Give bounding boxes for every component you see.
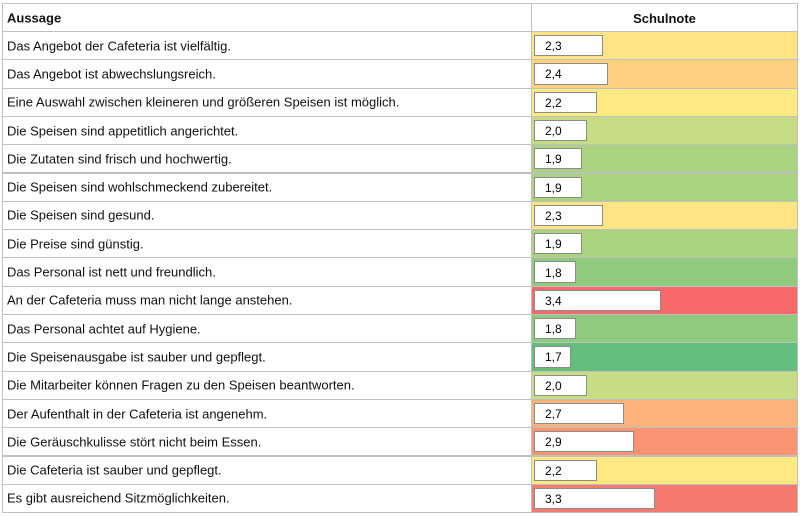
row-label: Die Cafeteria ist sauber und gepflegt. (7, 462, 222, 478)
header-cell: Schulnote (531, 3, 798, 32)
row-label-cell: Das Personal ist nett und freundlich. (2, 257, 532, 287)
value-label: 1,9 (545, 237, 562, 252)
header-label: Schulnote (633, 11, 696, 26)
value-label: 2,3 (545, 208, 562, 223)
row-label-cell: Das Personal achtet auf Hygiene. (2, 314, 532, 344)
row-label: Die Speisen sind appetitlich angerichtet… (7, 123, 239, 139)
value-label: 1,9 (545, 180, 562, 195)
row-label: Es gibt ausreichend Sitzmöglichkeiten. (7, 490, 230, 506)
value-label: 2,4 (545, 67, 562, 82)
header-label: Aussage (7, 10, 62, 25)
row-label: Die Preise sind günstig. (7, 236, 144, 252)
header-cell: Aussage (2, 3, 532, 32)
row-label-cell: Die Speisen sind wohlschmeckend zubereit… (2, 172, 532, 202)
data-bar (534, 176, 582, 198)
value-label: 2,3 (545, 39, 562, 54)
value-label: 1,8 (545, 322, 562, 337)
row-label: Das Angebot ist abwechslungsreich. (7, 66, 216, 82)
value-label: 2,0 (545, 124, 562, 139)
row-label-cell: An der Cafeteria muss man nicht lange an… (2, 285, 532, 315)
row-label: Eine Auswahl zwischen kleineren und größ… (7, 94, 400, 110)
row-label: Die Geräuschkulisse stört nicht beim Ess… (7, 434, 262, 450)
data-bar (534, 35, 603, 57)
row-label: Die Speisenausgabe ist sauber und gepfle… (7, 349, 266, 365)
data-bar (534, 204, 603, 227)
data-bar (534, 148, 582, 170)
value-label: 1,7 (545, 350, 562, 365)
data-bar (534, 402, 624, 425)
data-bar (534, 233, 582, 255)
value-label: 2,2 (545, 463, 562, 478)
data-bar (534, 91, 598, 113)
row-label-cell: Es gibt ausreichend Sitzmöglichkeiten. (2, 483, 532, 514)
value-label: 3,4 (545, 293, 562, 308)
data-bar (534, 63, 608, 85)
row-label: Die Zutaten sind frisch und hochwertig. (7, 151, 232, 167)
row-label: Die Speisen sind wohlschmeckend zubereit… (7, 179, 273, 195)
row-label: Die Mitarbeiter können Fragen zu den Spe… (7, 377, 355, 393)
data-bar (534, 431, 635, 453)
data-bar (534, 459, 598, 481)
value-label: 2,0 (545, 378, 562, 393)
row-label: An der Cafeteria muss man nicht lange an… (7, 292, 293, 308)
row-label: Das Personal ist nett und freundlich. (7, 264, 216, 280)
value-label: 2,9 (545, 435, 562, 450)
row-label-cell: Eine Auswahl zwischen kleineren und größ… (2, 87, 532, 117)
row-label-cell: Die Mitarbeiter können Fragen zu den Spe… (2, 370, 532, 400)
row-label-cell: Die Cafeteria ist sauber und gepflegt. (2, 455, 532, 485)
data-bar (534, 289, 661, 311)
data-bar (534, 261, 577, 283)
row-label: Das Angebot der Cafeteria ist vielfältig… (7, 38, 232, 54)
row-label-cell: Die Speisen sind appetitlich angerichtet… (2, 115, 532, 146)
value-label: 3,3 (545, 491, 562, 506)
row-label: Das Personal achtet auf Hygiene. (7, 321, 201, 337)
data-bar (534, 374, 587, 396)
row-label: Die Speisen sind gesund. (7, 207, 155, 223)
row-label: Der Aufenthalt in der Cafeteria ist ange… (7, 406, 268, 422)
row-label-cell: Die Speisen sind gesund. (2, 200, 532, 231)
value-label: 1,9 (545, 152, 562, 167)
row-label-cell: Die Zutaten sind frisch und hochwertig. (2, 144, 532, 174)
value-label: 1,8 (545, 265, 562, 280)
value-label: 2,2 (545, 95, 562, 110)
data-bar (534, 346, 571, 368)
row-label-cell: Das Angebot der Cafeteria ist vielfältig… (2, 31, 532, 61)
row-label-cell: Die Speisenausgabe ist sauber und gepfle… (2, 342, 532, 372)
value-cell (531, 342, 798, 372)
data-bar (534, 318, 577, 340)
row-label-cell: Der Aufenthalt in der Cafeteria ist ange… (2, 398, 532, 429)
data-bar (534, 487, 656, 510)
row-label-cell: Die Geräuschkulisse stört nicht beim Ess… (2, 427, 532, 457)
row-label-cell: Das Angebot ist abwechslungsreich. (2, 59, 532, 89)
data-bar (534, 119, 587, 142)
value-label: 2,7 (545, 407, 562, 422)
row-label-cell: Die Preise sind günstig. (2, 229, 532, 259)
